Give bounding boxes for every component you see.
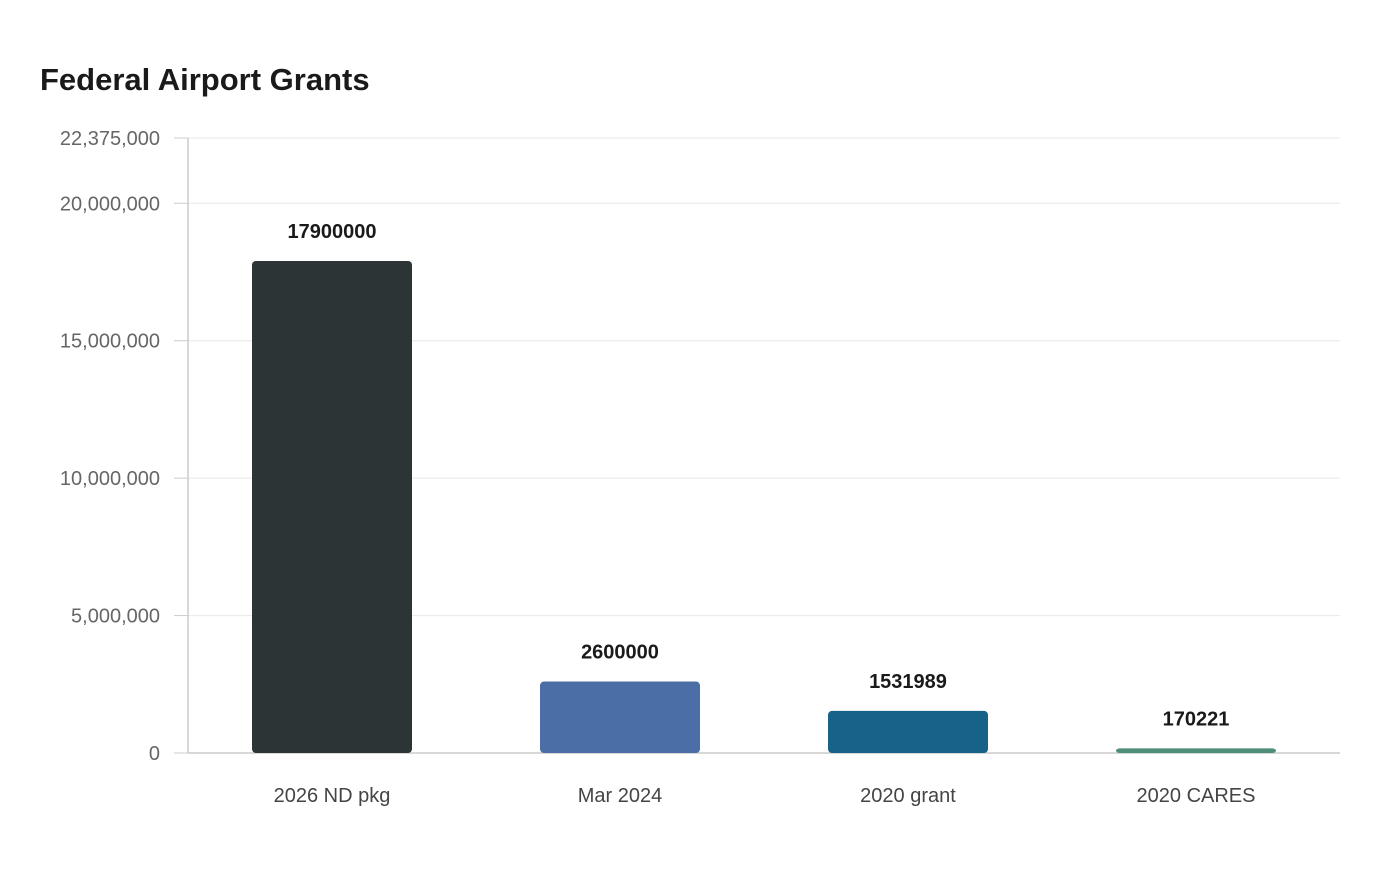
bar-2[interactable]: [540, 681, 700, 753]
data-label: 17900000: [288, 221, 377, 243]
x-tick-label: 2020 grant: [860, 785, 956, 807]
data-label: 1531989: [869, 671, 947, 693]
y-tick-label: 5,000,000: [71, 606, 160, 628]
data-label: 170221: [1163, 708, 1230, 730]
x-tick-label: 2020 CARES: [1137, 785, 1256, 807]
x-tick-label: Mar 2024: [578, 785, 663, 807]
bar-3[interactable]: [828, 710, 988, 753]
bar-layer: [252, 261, 1276, 753]
bar-1[interactable]: [252, 261, 412, 753]
bar-4[interactable]: [1116, 748, 1276, 753]
axis-layer: 0 5,000,000 10,000,000 15,000,000 20,000,000…: [60, 128, 1340, 765]
y-tick-label: 15,000,000: [60, 331, 160, 353]
label-layer: 17900000 2026 ND pkg 2600000 Mar 2024 153198…: [274, 221, 1256, 807]
chart-title: Federal Airport Grants: [40, 62, 370, 97]
y-tick-label: 10,000,000: [60, 468, 160, 490]
y-tick-label: 20,000,000: [60, 193, 160, 215]
x-tick-label: 2026 ND pkg: [274, 785, 391, 807]
y-tick-label: 0: [149, 743, 160, 765]
data-label: 2600000: [581, 642, 659, 664]
y-tick-label: 22,375,000: [60, 128, 160, 150]
